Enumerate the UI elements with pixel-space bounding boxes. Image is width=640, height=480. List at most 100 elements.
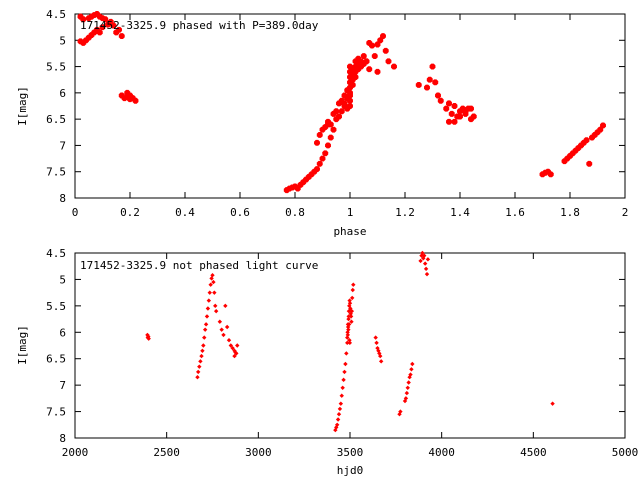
x-axis-label-bottom: hjd0 <box>337 464 364 477</box>
y-tick-label: 6.5 <box>46 353 66 366</box>
unphased-plot: 2000 2500 3000 3500 4000 4500 5000 4.5 5 5.5 6 6.5… <box>16 247 638 477</box>
x-tick-label: 0.8 <box>285 206 305 219</box>
data-point <box>118 33 125 40</box>
data-point <box>380 33 386 40</box>
data-point <box>212 290 217 295</box>
data-point <box>99 24 106 31</box>
data-points-top <box>77 11 606 194</box>
data-point <box>366 66 373 73</box>
data-point <box>330 126 337 133</box>
data-point <box>405 385 410 390</box>
data-point <box>468 105 474 112</box>
y-tick-label: 6.5 <box>46 113 66 126</box>
data-point <box>322 150 329 157</box>
data-point <box>338 401 344 406</box>
y-tick-label: 4.5 <box>46 8 66 21</box>
x-tick-label: 0.2 <box>120 206 140 219</box>
y-axis-label-bottom: I[mag] <box>16 325 29 365</box>
data-point <box>213 303 218 309</box>
data-point <box>347 340 353 346</box>
data-point <box>233 350 238 355</box>
data-point <box>337 406 343 412</box>
data-point <box>202 327 208 332</box>
data-point <box>213 308 219 314</box>
data-point <box>360 53 367 60</box>
data-point <box>228 343 234 348</box>
y-tick-label: 5.5 <box>46 300 66 313</box>
data-point <box>422 261 428 266</box>
data-point <box>198 359 203 364</box>
data-point <box>235 343 240 348</box>
data-point <box>374 340 379 346</box>
data-point <box>371 53 378 60</box>
data-point <box>201 343 206 348</box>
data-point <box>335 417 341 422</box>
data-point <box>347 89 353 96</box>
data-point <box>391 63 397 70</box>
x-ticks-top: 0 0.2 0.4 0.6 0.8 1 1.2 1.4 1.6 1.8 2 <box>72 14 628 219</box>
data-point <box>219 327 224 332</box>
data-point <box>132 97 139 104</box>
data-point <box>208 282 213 287</box>
x-tick-label: 1.4 <box>450 206 470 219</box>
data-point <box>203 322 209 327</box>
x-tick-label: 2500 <box>153 446 180 459</box>
data-point <box>415 82 422 88</box>
data-point <box>382 47 389 54</box>
data-point <box>351 282 356 287</box>
data-point <box>319 155 326 162</box>
data-point <box>327 121 334 128</box>
chart-title-bottom: 171452-3325.9 not phased light curve <box>80 259 318 272</box>
x-tick-label: 4500 <box>520 446 547 459</box>
data-point <box>457 113 463 120</box>
data-point <box>346 314 351 319</box>
x-tick-label: 4000 <box>428 446 455 459</box>
data-point <box>196 369 201 375</box>
data-point <box>346 327 351 332</box>
y-tick-label: 7.5 <box>46 166 66 179</box>
y-tick-label: 4.5 <box>46 247 66 260</box>
x-tick-label: 1.6 <box>505 206 525 219</box>
x-tick-label: 0 <box>72 206 79 219</box>
data-point <box>210 273 215 278</box>
data-point <box>352 74 359 81</box>
data-point <box>197 364 202 369</box>
data-point <box>200 348 205 353</box>
data-point <box>327 134 334 141</box>
phased-plot: 0 0.2 0.4 0.6 0.8 1 1.2 1.4 1.6 1.8 2 4.5 5 5.5 6 6.5 7… <box>16 8 628 238</box>
data-points-bottom <box>145 250 555 433</box>
plot-frame-bottom <box>74 252 626 439</box>
data-point <box>437 97 444 104</box>
data-point <box>230 345 235 351</box>
data-point <box>204 314 210 319</box>
data-point <box>224 324 230 330</box>
data-point <box>424 84 430 91</box>
data-point <box>113 29 120 36</box>
data-point <box>373 335 378 340</box>
data-point <box>80 16 87 23</box>
data-point <box>223 303 228 309</box>
data-point <box>398 409 403 414</box>
data-point <box>349 319 354 324</box>
data-point <box>347 298 352 303</box>
data-point <box>207 290 212 295</box>
data-point <box>446 100 452 107</box>
data-point <box>451 118 458 125</box>
data-point <box>341 100 348 107</box>
data-point <box>600 122 606 129</box>
data-point <box>347 301 353 306</box>
data-point <box>349 82 356 88</box>
chart-title-top: 171452-3325.9 phased with P=389.0day <box>80 19 319 32</box>
data-point <box>344 351 349 356</box>
y-tick-label: 5 <box>59 273 66 286</box>
data-point <box>424 271 430 277</box>
data-point <box>349 308 355 314</box>
data-point <box>583 137 590 144</box>
data-point <box>102 16 109 23</box>
data-point <box>336 113 342 120</box>
data-point <box>429 63 436 70</box>
data-point <box>232 353 237 359</box>
data-point <box>347 338 352 343</box>
data-point <box>342 369 347 375</box>
data-point <box>470 113 477 120</box>
